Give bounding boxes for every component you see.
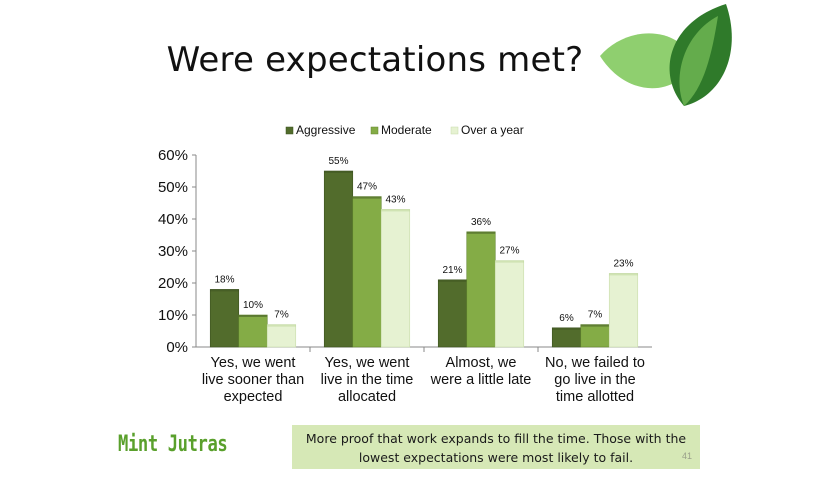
callout-text: More proof that work expands to fill the… [305, 431, 687, 465]
callout-box: More proof that work expands to fill the… [292, 425, 700, 469]
data-label: 7% [588, 310, 603, 321]
y-tick-label: 20% [158, 275, 188, 292]
mint-jutras-logo: Mint Jutras [118, 432, 228, 457]
bar-over-a-year [608, 273, 639, 348]
legend-swatch-0 [285, 126, 294, 135]
bar-aggressive [209, 289, 240, 348]
data-label: 27% [499, 246, 519, 257]
data-label: 55% [328, 156, 348, 167]
data-label: 36% [471, 217, 491, 228]
legend-label-2: Over a year [461, 123, 524, 137]
y-tick-label: 50% [158, 179, 188, 196]
category-label: No, we failed to [545, 355, 645, 371]
leaf-mid-shape [679, 16, 718, 106]
chart-data-labels: 18% 10% 7% 55% 47% 43% 21% 36% 27% 6% 7% 23% [214, 156, 633, 324]
bar-over-a-year [380, 209, 411, 348]
bar-chart: Aggressive Moderate Over a year 0% 10% 20% 30… [158, 123, 652, 405]
bar-top-highlight [352, 196, 382, 199]
bar-moderate [466, 231, 496, 348]
category-label: allocated [338, 389, 396, 405]
bar-aggressive [323, 170, 354, 348]
bar-top-highlight [381, 209, 410, 212]
y-tick-label: 30% [158, 243, 188, 260]
category-label: expected [224, 389, 283, 405]
bar-over-a-year [266, 324, 297, 348]
bar-aggressive [437, 279, 468, 348]
bar-top-highlight [238, 315, 268, 317]
legend-label-1: Moderate [381, 123, 432, 137]
bar-top-highlight [552, 327, 581, 330]
chart-legend: Aggressive Moderate Over a year [285, 123, 524, 137]
logo-text: Mint Jutras [118, 432, 228, 457]
data-label: 6% [559, 313, 574, 324]
bar-top-highlight [210, 289, 239, 292]
legend-label-0: Aggressive [296, 123, 356, 137]
y-tick-label: 60% [158, 147, 188, 164]
category-label: live sooner than [202, 372, 304, 388]
page-number: 41 [681, 451, 692, 461]
bar-top-highlight [466, 231, 496, 234]
bar-moderate [238, 314, 268, 348]
bar-moderate [580, 324, 610, 348]
bar-top-highlight [609, 273, 638, 276]
category-label: Yes, we went [325, 355, 410, 371]
data-label: 7% [274, 310, 289, 321]
bar-over-a-year [494, 260, 525, 348]
category-label: live in the time [321, 372, 414, 388]
bar-top-highlight [495, 260, 524, 263]
legend-swatch-1 [370, 126, 379, 135]
category-label: go live in the [554, 372, 635, 388]
bar-top-highlight [438, 279, 467, 282]
y-tick-label: 10% [158, 307, 188, 324]
data-label: 18% [214, 274, 234, 285]
bar-top-highlight [580, 324, 610, 327]
bar-moderate [352, 196, 382, 348]
category-label: were a little late [430, 372, 532, 388]
category-label: Yes, we went [211, 355, 296, 371]
data-label: 21% [442, 265, 462, 276]
category-label: Almost, we [446, 355, 517, 371]
data-label: 47% [357, 182, 377, 193]
slide-title: Were expectations met? [166, 40, 584, 80]
legend-swatch-2 [450, 126, 459, 135]
leaf-logo-icon [600, 4, 732, 106]
y-tick-label: 0% [166, 339, 188, 356]
data-label: 43% [385, 194, 405, 205]
data-label: 23% [613, 258, 633, 269]
bar-top-highlight [267, 324, 296, 327]
y-tick-label: 40% [158, 211, 188, 228]
chart-bars [209, 170, 639, 348]
bar-top-highlight [324, 171, 353, 173]
category-label: time allotted [556, 389, 634, 405]
bar-aggressive [551, 327, 582, 348]
data-label: 10% [243, 300, 263, 311]
